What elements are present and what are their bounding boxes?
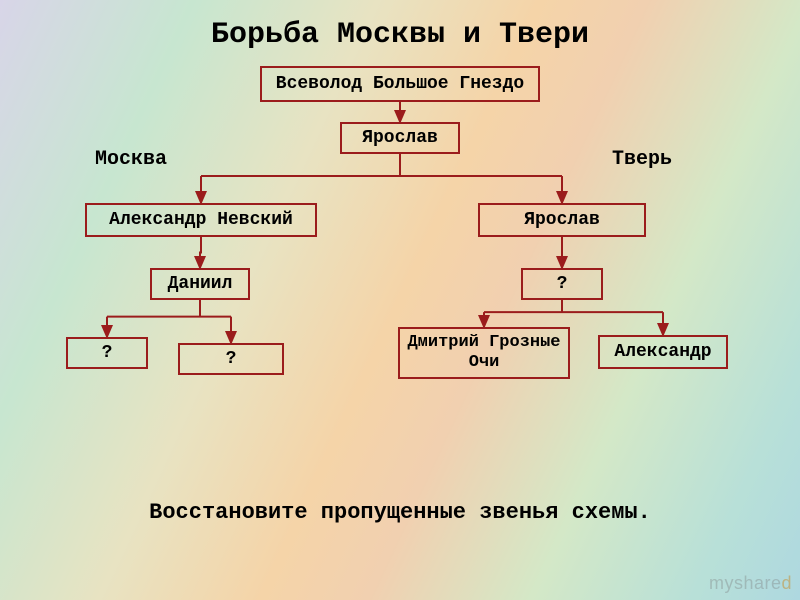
node-daniil: Даниил xyxy=(150,268,250,300)
task-prompt: Восстановите пропущенные звенья схемы. xyxy=(0,500,800,525)
node-vsevolod: Всеволод Большое Гнездо xyxy=(260,66,540,102)
node-q_m2: ? xyxy=(178,343,284,375)
edge-nevsky-daniil xyxy=(200,237,201,268)
node-dmitry: Дмитрий Грозные Очи xyxy=(398,327,570,379)
node-q_tver: ? xyxy=(521,268,603,300)
node-alexandr: Александр xyxy=(598,335,728,369)
node-nevsky: Александр Невский xyxy=(85,203,317,237)
node-yaroslav1: Ярослав xyxy=(340,122,460,154)
diagram-title: Борьба Москвы и Твери xyxy=(0,18,800,52)
node-q_m1: ? xyxy=(66,337,148,369)
node-yaroslav2: Ярослав xyxy=(478,203,646,237)
branch-label-moscow: Москва xyxy=(95,148,167,171)
branch-label-tver: Тверь xyxy=(612,148,672,171)
watermark: myshared xyxy=(709,573,792,594)
